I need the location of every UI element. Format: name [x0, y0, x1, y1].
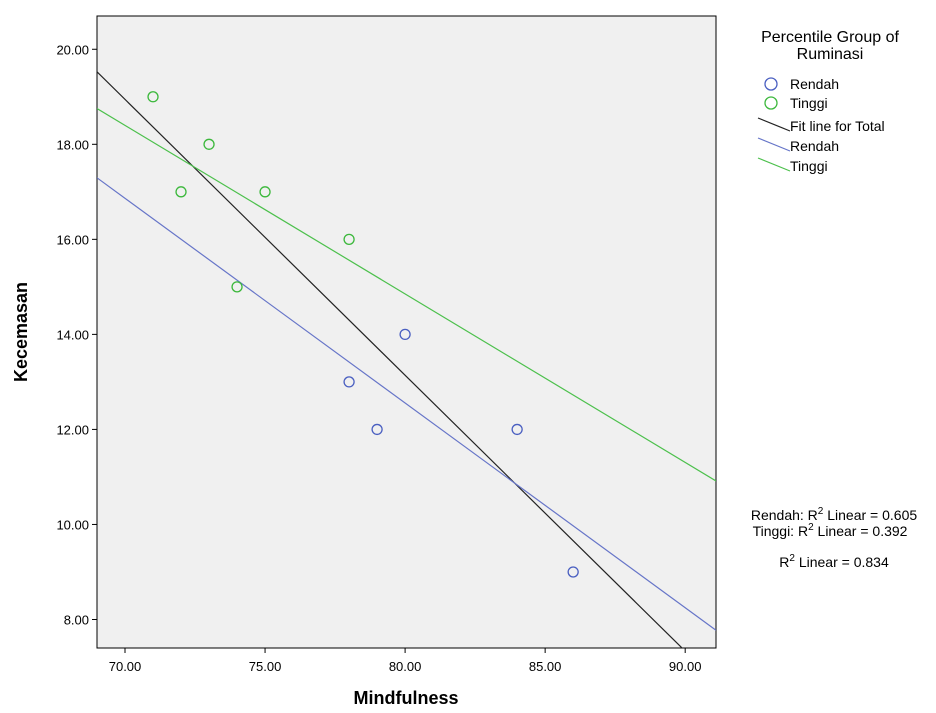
fit-line-tinggi: [97, 108, 716, 482]
x-axis-title: Mindfulness: [353, 688, 458, 708]
point-rendah: [567, 566, 579, 578]
legend-marker-rendah: [764, 77, 778, 91]
y-tick-label: 20.00: [56, 42, 89, 57]
point-rendah: [511, 423, 523, 436]
x-tick-label: 90.00: [669, 659, 702, 674]
legend: Percentile Group of Ruminasi Rendah Ting…: [757, 29, 899, 174]
legend-label-point-tinggi: Tinggi: [790, 95, 828, 111]
y-tick-label: 12.00: [56, 422, 89, 437]
y-tick-label: 10.00: [56, 517, 89, 532]
plot-area: [96, 15, 717, 649]
fit-line-rendah: [97, 177, 716, 631]
point-tinggi: [231, 281, 243, 293]
y-tick-label: 16.00: [56, 232, 89, 247]
annotation-r2-total: R2 Linear = 0.834: [779, 553, 889, 570]
fit-lines: [97, 71, 716, 648]
point-rendah: [371, 423, 383, 436]
x-tick-label: 70.00: [109, 659, 142, 674]
legend-label-fit-total: Fit line for Total: [790, 118, 885, 134]
point-rendah: [399, 328, 411, 341]
legend-label-fit-tinggi: Tinggi: [790, 158, 828, 174]
point-tinggi: [147, 91, 159, 103]
y-tick-label: 8.00: [64, 612, 89, 627]
x-tick-label: 75.00: [249, 659, 282, 674]
legend-marker-tinggi: [764, 96, 778, 110]
legend-swatch-fit-tinggi: [757, 157, 791, 172]
y-axis-ticks: 8.00 10.00 12.00 14.00 16.00 18.00 20.00: [56, 42, 97, 627]
legend-title-line1: Percentile Group of: [761, 29, 899, 46]
point-tinggi: [175, 186, 187, 198]
legend-swatch-fit-rendah: [757, 137, 791, 152]
y-tick-label: 18.00: [56, 137, 89, 152]
point-tinggi: [203, 138, 215, 150]
legend-label-fit-rendah: Rendah: [790, 138, 839, 154]
y-axis-title: Kecemasan: [11, 282, 31, 382]
legend-label-point-rendah: Rendah: [790, 76, 839, 92]
legend-swatch-fit-total: [757, 117, 791, 132]
annotation-r2-rendah: Rendah: R2 Linear = 0.605: [751, 506, 918, 523]
fit-line-fit-line-for-total: [97, 71, 683, 648]
data-points: [147, 91, 579, 578]
y-tick-label: 14.00: [56, 327, 89, 342]
x-tick-label: 80.00: [389, 659, 422, 674]
point-tinggi: [343, 233, 355, 245]
legend-title-line2: Ruminasi: [797, 46, 864, 63]
point-rendah: [343, 376, 355, 388]
x-tick-label: 85.00: [529, 659, 562, 674]
point-tinggi: [259, 186, 271, 198]
annotation-r2-tinggi: Tinggi: R2 Linear = 0.392: [753, 522, 908, 539]
x-axis-ticks: 70.00 75.00 80.00 85.00 90.00: [109, 648, 702, 674]
